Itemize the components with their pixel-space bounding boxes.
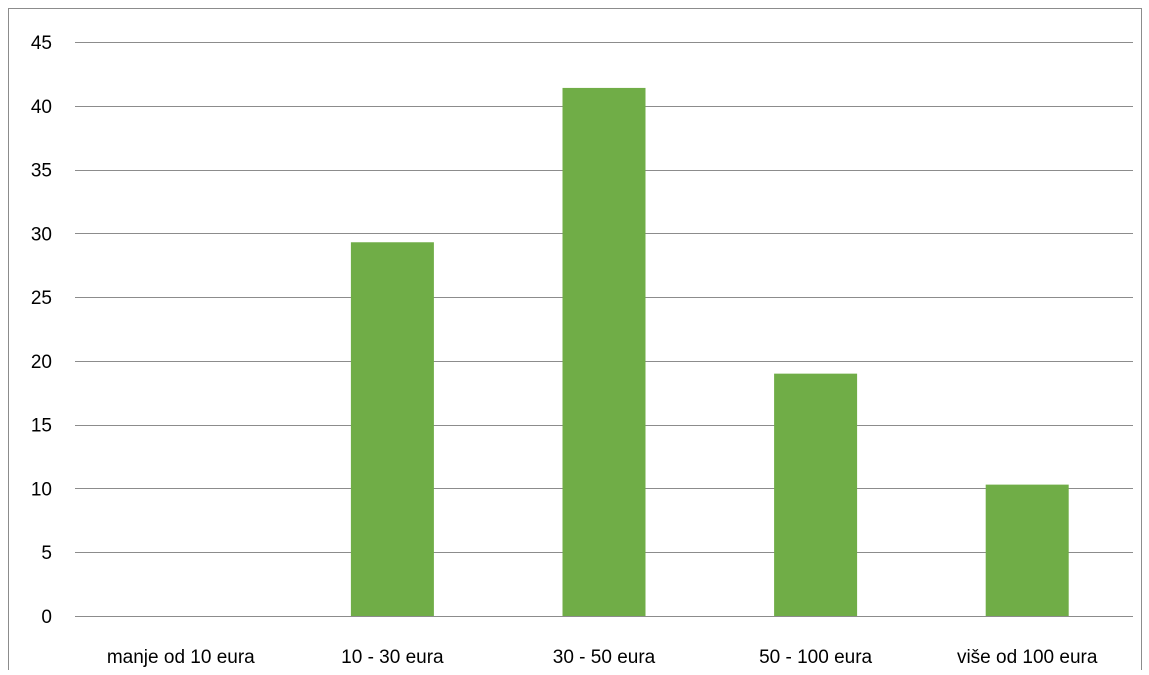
y-tick-label: 0 (41, 607, 52, 628)
y-tick-label: 40 (31, 97, 52, 118)
x-axis-tick-labels: manje od 10 eura 10 - 30 eura 30 - 50 eura… (107, 647, 1098, 668)
y-tick-label: 45 (31, 33, 52, 54)
x-tick-label: 30 - 50 eura (553, 647, 656, 668)
y-tick-label: 30 (31, 224, 52, 245)
y-tick-label: 25 (31, 288, 52, 309)
bar-4 (774, 373, 858, 616)
bar-5 (985, 484, 1069, 616)
x-tick-label: 50 - 100 eura (759, 647, 872, 668)
y-tick-label: 35 (31, 161, 52, 182)
y-tick-label: 20 (31, 352, 52, 373)
y-tick-label: 10 (31, 479, 52, 500)
bar-2 (350, 242, 434, 617)
x-tick-label: manje od 10 eura (107, 647, 255, 668)
bars (350, 87, 1069, 617)
y-axis-tick-labels: 0 5 10 15 20 25 30 35 40 45 (31, 33, 52, 628)
x-tick-label: 10 - 30 eura (341, 647, 444, 668)
x-tick-label: više od 100 eura (957, 647, 1098, 668)
y-tick-label: 15 (31, 416, 52, 437)
y-tick-label: 5 (41, 543, 52, 564)
bar-3 (562, 87, 646, 617)
